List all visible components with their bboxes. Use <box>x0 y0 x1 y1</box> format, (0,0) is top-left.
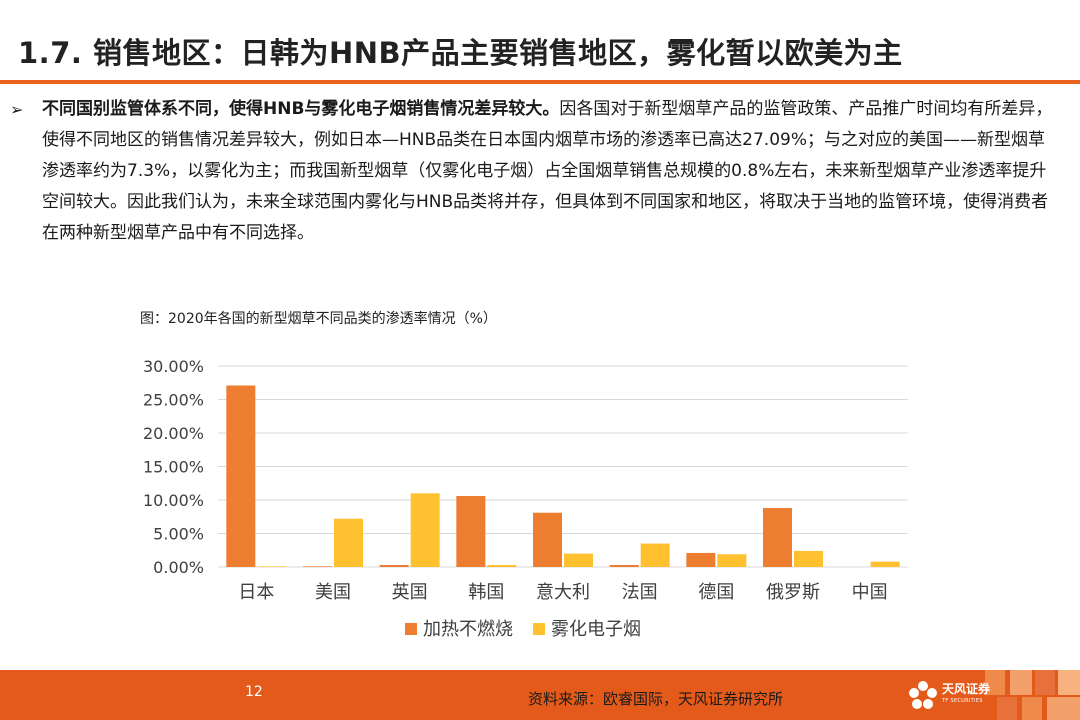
logo-subtitle: TF SECURITIES <box>942 698 983 704</box>
legend-label: 雾化电子烟 <box>551 619 641 640</box>
footer-mosaic-pattern <box>985 670 1080 720</box>
flower-logo-icon <box>909 681 937 709</box>
x-tick-label: 德国 <box>698 582 734 603</box>
legend-swatch <box>405 623 417 635</box>
footer-bar <box>0 670 1080 720</box>
x-tick-label: 中国 <box>852 582 888 603</box>
bar-hnb <box>379 564 409 567</box>
bar-vapor <box>717 554 747 567</box>
x-tick-label: 美国 <box>315 582 351 603</box>
bar-vapor <box>870 561 900 567</box>
bar-hnb <box>303 566 332 567</box>
bar-vapor <box>564 553 593 567</box>
x-tick-label: 英国 <box>392 582 428 603</box>
arrow-bullet-icon: ➢ <box>10 100 24 119</box>
bar-vapor <box>257 566 287 567</box>
bullet-lead: 不同国别监管体系不同，使得HNB与雾化电子烟销售情况差异较大。 <box>42 99 560 119</box>
company-logo: 天风证券 TF SECURITIES <box>908 677 990 713</box>
bar-hnb <box>533 512 562 567</box>
bar-vapor <box>487 564 517 567</box>
x-tick-label: 俄罗斯 <box>766 582 820 603</box>
bar-vapor <box>794 550 823 567</box>
y-tick-label: 15.00% <box>143 458 204 477</box>
x-tick-label: 韩国 <box>468 582 504 603</box>
y-tick-label: 25.00% <box>143 391 204 410</box>
source-note: 资料来源：欧睿国际，天风证券研究所 <box>528 690 784 708</box>
bar-chart: 0.00% 5.00% 10.00% 15.00% 20.00% 25.00% 30.00%… <box>143 357 908 640</box>
page-number: 12 <box>245 684 263 700</box>
bullet-body: 因各国对于新型烟草产品的监管政策、产品推广时间均有所差异，使得不同地区的销售情况… <box>42 99 1053 243</box>
bar-hnb <box>609 564 639 567</box>
page-title: 1.7. 销售地区：日韩为HNB产品主要销售地区，雾化暂以欧美为主 <box>18 36 903 70</box>
bar-hnb <box>226 385 256 567</box>
bullet-paragraph: ➢ 不同国别监管体系不同，使得HNB与雾化电子烟销售情况差异较大。因各国对于新型… <box>10 94 1055 249</box>
bar-hnb <box>456 495 486 567</box>
title-divider <box>0 80 1080 84</box>
legend-swatch <box>533 623 545 635</box>
bar-vapor <box>410 493 440 567</box>
y-tick-label: 5.00% <box>153 525 204 544</box>
legend-label: 加热不燃烧 <box>423 619 513 640</box>
y-tick-label: 20.00% <box>143 424 204 443</box>
y-tick-label: 0.00% <box>153 558 204 577</box>
x-tick-label: 日本 <box>238 582 274 603</box>
bar-hnb <box>686 552 716 567</box>
bullet-text: 不同国别监管体系不同，使得HNB与雾化电子烟销售情况差异较大。因各国对于新型烟草… <box>42 94 1055 249</box>
y-tick-label: 10.00% <box>143 491 204 510</box>
x-tick-label: 意大利 <box>536 582 590 603</box>
chart-caption: 图：2020年各国的新型烟草不同品类的渗透率情况（%） <box>140 311 497 327</box>
bar-vapor <box>640 543 670 567</box>
bar-hnb <box>763 508 792 567</box>
y-tick-label: 30.00% <box>143 357 204 376</box>
logo-name: 天风证券 <box>942 682 991 696</box>
x-tick-label: 法国 <box>622 582 658 603</box>
bar-vapor <box>334 518 363 567</box>
